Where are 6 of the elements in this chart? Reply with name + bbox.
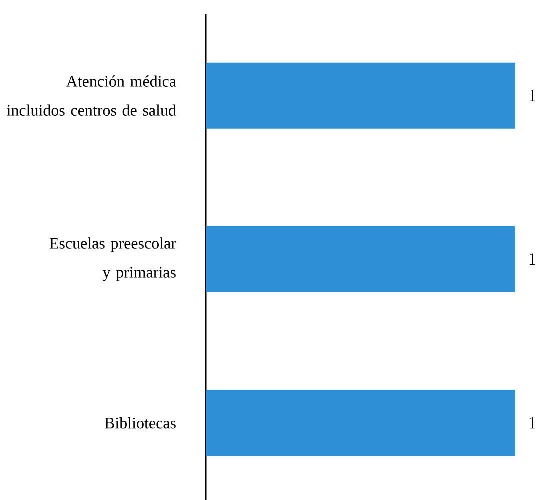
y-tick-label: Escuelas preescolar y primarias	[50, 238, 176, 282]
data-label: 1	[530, 417, 536, 429]
y-tick-label: Bibliotecas	[104, 417, 176, 429]
y-tick-label: Atención médica incluidos centros de salud	[7, 76, 176, 116]
data-label: 1	[530, 90, 536, 102]
data-label: 1	[530, 254, 536, 266]
